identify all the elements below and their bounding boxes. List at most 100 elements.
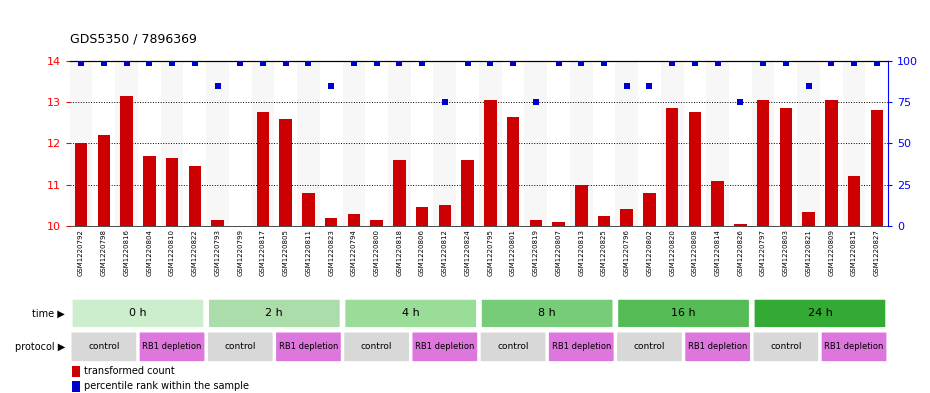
Bar <box>92 61 115 226</box>
Point <box>483 59 498 66</box>
Bar <box>775 61 797 226</box>
FancyBboxPatch shape <box>481 299 614 328</box>
Bar <box>325 218 338 226</box>
Bar <box>302 193 314 226</box>
Text: transformed count: transformed count <box>84 367 175 376</box>
Bar <box>479 61 501 226</box>
Bar <box>439 205 451 226</box>
Bar <box>120 96 133 226</box>
FancyBboxPatch shape <box>139 331 206 362</box>
Text: control: control <box>633 342 665 351</box>
Bar <box>211 220 224 226</box>
Bar <box>370 220 383 226</box>
Text: control: control <box>361 342 392 351</box>
Bar <box>143 156 155 226</box>
FancyBboxPatch shape <box>411 331 478 362</box>
Point <box>687 59 702 66</box>
Point <box>619 83 634 89</box>
FancyBboxPatch shape <box>275 331 342 362</box>
Bar <box>825 100 838 226</box>
FancyBboxPatch shape <box>208 299 340 328</box>
Point <box>756 59 771 66</box>
Bar <box>320 61 342 226</box>
Bar <box>507 117 519 226</box>
Point <box>97 59 112 66</box>
Bar <box>98 135 110 226</box>
Bar <box>342 61 365 226</box>
Bar <box>183 61 206 226</box>
Bar <box>274 61 297 226</box>
Bar <box>552 222 565 226</box>
FancyBboxPatch shape <box>752 331 819 362</box>
Bar <box>279 119 292 226</box>
Point <box>801 83 816 89</box>
FancyBboxPatch shape <box>72 299 205 328</box>
Bar <box>575 185 588 226</box>
Point <box>870 59 884 66</box>
Point <box>506 59 521 66</box>
Bar <box>820 61 843 226</box>
Bar <box>684 61 706 226</box>
Bar <box>848 176 860 226</box>
Bar <box>734 224 747 226</box>
Bar <box>547 61 570 226</box>
Point <box>460 59 475 66</box>
Bar <box>411 61 433 226</box>
Text: 8 h: 8 h <box>538 309 556 318</box>
FancyBboxPatch shape <box>616 331 683 362</box>
Bar <box>115 61 138 226</box>
Point <box>733 99 748 105</box>
Bar <box>598 216 610 226</box>
Bar <box>525 61 547 226</box>
Point <box>824 59 839 66</box>
Bar <box>161 61 183 226</box>
Point <box>551 59 566 66</box>
Bar <box>638 61 661 226</box>
Bar <box>866 61 888 226</box>
Bar <box>433 61 457 226</box>
Text: 0 h: 0 h <box>129 309 147 318</box>
Text: RB1 depletion: RB1 depletion <box>688 342 748 351</box>
Point <box>596 59 611 66</box>
Bar <box>797 61 820 226</box>
Text: GDS5350 / 7896369: GDS5350 / 7896369 <box>70 32 196 45</box>
Bar <box>661 61 684 226</box>
Point <box>642 83 657 89</box>
Point <box>778 59 793 66</box>
Point <box>278 59 293 66</box>
Point <box>369 59 384 66</box>
Text: protocol ▶: protocol ▶ <box>15 342 65 352</box>
Text: control: control <box>88 342 120 351</box>
Bar <box>229 61 252 226</box>
Bar <box>711 181 724 226</box>
Bar <box>751 61 775 226</box>
Text: 2 h: 2 h <box>265 309 284 318</box>
Text: RB1 depletion: RB1 depletion <box>279 342 339 351</box>
Text: RB1 depletion: RB1 depletion <box>142 342 202 351</box>
Bar <box>189 166 201 226</box>
FancyBboxPatch shape <box>71 331 138 362</box>
FancyBboxPatch shape <box>618 299 750 328</box>
Bar <box>138 61 161 226</box>
Bar <box>365 61 388 226</box>
FancyBboxPatch shape <box>684 331 751 362</box>
Point <box>528 99 543 105</box>
Bar <box>74 143 87 226</box>
Bar <box>803 211 815 226</box>
Bar <box>72 366 80 377</box>
Point <box>187 59 202 66</box>
FancyBboxPatch shape <box>753 299 886 328</box>
Point <box>119 59 134 66</box>
Bar <box>461 160 473 226</box>
Bar <box>393 160 405 226</box>
Point <box>574 59 589 66</box>
Point <box>142 59 157 66</box>
Point <box>256 59 271 66</box>
Text: 24 h: 24 h <box>807 309 832 318</box>
FancyBboxPatch shape <box>820 331 887 362</box>
Text: RB1 depletion: RB1 depletion <box>551 342 611 351</box>
Bar <box>501 61 525 226</box>
Bar <box>616 61 638 226</box>
Bar <box>348 213 360 226</box>
Text: control: control <box>498 342 529 351</box>
